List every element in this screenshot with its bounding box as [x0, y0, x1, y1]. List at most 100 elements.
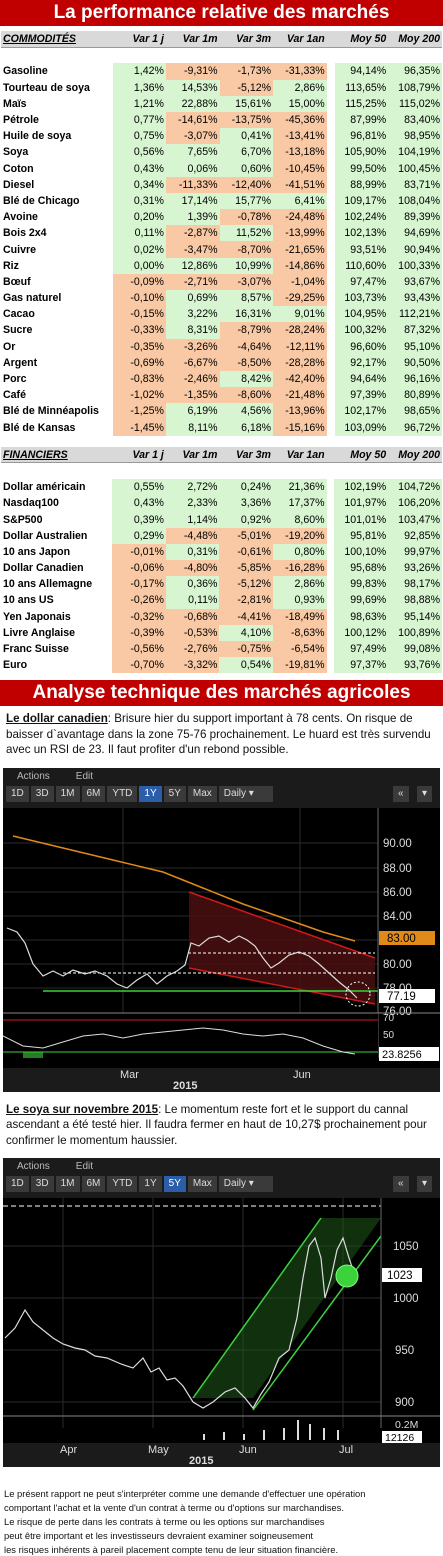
financiers-table: FINANCIERS Var 1 j Var 1m Var 3m Var 1an… [1, 447, 442, 674]
value-cell: -0,26% [112, 592, 165, 608]
row-label: Blé de Minnéapolis [1, 403, 113, 419]
value-cell: -13,41% [273, 128, 327, 144]
col-gap [327, 80, 335, 96]
actions-menu[interactable]: Actions [17, 1161, 50, 1172]
range-1d-button[interactable]: 1D [6, 1176, 29, 1192]
col-gap [327, 495, 335, 511]
range-ytd-button[interactable]: YTD [107, 786, 137, 802]
value-cell: -14,61% [166, 112, 220, 128]
value-cell: 100,12% [334, 625, 388, 641]
frequency-dropdown[interactable]: Daily ▾ [219, 1176, 273, 1192]
value-cell: 95,68% [334, 560, 388, 576]
col-header: Var 1m [166, 447, 220, 463]
range-max-button[interactable]: Max [188, 1176, 217, 1192]
value-cell: -8,50% [220, 355, 274, 371]
range-1m-button[interactable]: 1M [56, 1176, 80, 1192]
last-ma-value: 83.00 [387, 933, 416, 945]
value-cell: 0,92% [219, 511, 273, 527]
menu-caret-icon[interactable]: ▾ [417, 1176, 432, 1192]
y-tick: 88.00 [383, 863, 412, 875]
value-cell: 2,86% [273, 576, 327, 592]
row-label: Maïs [1, 96, 113, 112]
value-cell: -12,11% [273, 339, 327, 355]
value-cell: 95,14% [388, 609, 442, 625]
value-cell: -0,01% [112, 544, 165, 560]
value-cell: 8,42% [220, 371, 274, 387]
collapse-arrow-icon[interactable]: « [393, 786, 409, 802]
range-ytd-button[interactable]: YTD [107, 1176, 137, 1192]
spacer-row [1, 463, 442, 479]
value-cell: 98,88% [388, 592, 442, 608]
row-label: Livre Anglaise [1, 625, 112, 641]
value-cell: 115,02% [388, 96, 442, 112]
col-header: Var 1 j [112, 447, 165, 463]
value-cell: 98,63% [334, 609, 388, 625]
value-cell: 99,50% [335, 161, 389, 177]
value-cell: 0,24% [219, 479, 273, 495]
col-gap [327, 225, 335, 241]
month-label: Jun [239, 1444, 257, 1456]
y-tick: 80.00 [383, 959, 412, 971]
col-gap [327, 592, 335, 608]
value-cell: 110,60% [335, 258, 389, 274]
cad-price-chart: 90.00 88.00 86.00 84.00 80.00 78.00 76.0… [3, 808, 440, 1068]
range-1y-button[interactable]: 1Y [139, 786, 161, 802]
commodities-table: COMMODITÉS Var 1 j Var 1m Var 3m Var 1an… [1, 31, 442, 436]
value-cell: -21,48% [273, 387, 327, 403]
value-cell: 103,09% [335, 420, 389, 436]
value-cell: 0,11% [166, 592, 220, 608]
edit-menu[interactable]: Edit [76, 771, 93, 782]
value-cell: -41,51% [273, 177, 327, 193]
range-1y-button[interactable]: 1Y [139, 1176, 161, 1192]
menu-caret-icon[interactable]: ▾ [417, 786, 432, 802]
actions-menu[interactable]: Actions [17, 771, 50, 782]
range-1d-button[interactable]: 1D [6, 786, 29, 802]
year-label: 2015 [173, 1080, 197, 1092]
collapse-arrow-icon[interactable]: « [393, 1176, 409, 1192]
spacer-row [1, 47, 442, 63]
range-max-button[interactable]: Max [188, 786, 217, 802]
edit-menu[interactable]: Edit [76, 1161, 93, 1172]
value-cell: 0,56% [113, 144, 166, 160]
value-cell: -3,07% [166, 128, 220, 144]
range-6m-button[interactable]: 6M [82, 1176, 106, 1192]
value-cell: -6,67% [166, 355, 220, 371]
row-label: S&P500 [1, 511, 112, 527]
value-cell: 14,53% [166, 80, 220, 96]
range-5y-button[interactable]: 5Y [164, 1176, 186, 1192]
value-cell: 90,50% [388, 355, 442, 371]
range-3d-button[interactable]: 3D [31, 1176, 54, 1192]
range-6m-button[interactable]: 6M [82, 786, 106, 802]
range-1m-button[interactable]: 1M [56, 786, 80, 802]
month-label: Apr [60, 1444, 77, 1456]
value-cell: 100,32% [335, 322, 389, 338]
table-row: Argent-0,69%-6,67%-8,50%-28,28%92,17%90,… [1, 355, 442, 371]
value-cell: -14,86% [273, 258, 327, 274]
col-gap [327, 258, 335, 274]
value-cell: 94,14% [335, 63, 389, 79]
range-5y-button[interactable]: 5Y [164, 786, 186, 802]
range-3d-button[interactable]: 3D [31, 786, 54, 802]
value-cell: 1,39% [166, 209, 220, 225]
value-cell: 8,57% [220, 290, 274, 306]
value-cell: -0,39% [112, 625, 165, 641]
row-label: Huile de soya [1, 128, 113, 144]
value-cell: 106,20% [388, 495, 442, 511]
row-label: Soya [1, 144, 113, 160]
cad-chart: Actions Edit 1D 3D 1M 6M YTD 1Y 5Y Max Da… [3, 768, 440, 1068]
value-cell: 99,69% [334, 592, 388, 608]
value-cell: 0,93% [273, 592, 327, 608]
value-cell: 87,32% [388, 322, 442, 338]
value-cell: 101,97% [334, 495, 388, 511]
value-cell: 7,65% [166, 144, 220, 160]
col-gap [327, 511, 335, 527]
row-label: 10 ans US [1, 592, 112, 608]
value-cell: 99,08% [388, 641, 442, 657]
value-cell: 99,83% [334, 576, 388, 592]
frequency-dropdown[interactable]: Daily ▾ [219, 786, 273, 802]
value-cell: 15,00% [273, 96, 327, 112]
value-cell: -5,12% [220, 80, 274, 96]
